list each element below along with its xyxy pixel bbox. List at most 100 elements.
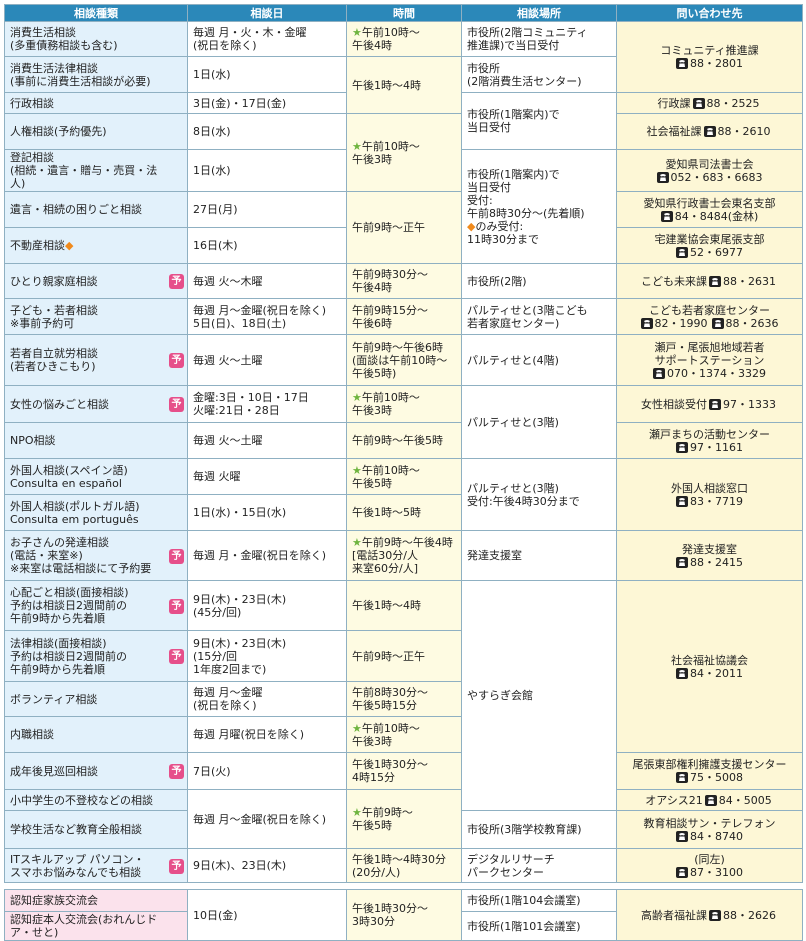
type-wrap: 内職相談 xyxy=(10,728,182,741)
contact-cell: 瀬戸・尾張旭地域若者 サポートステーション 070・1374・3329 xyxy=(616,334,803,386)
date: 1日(水)・15日(水) xyxy=(193,506,287,519)
star-mark: ★ xyxy=(352,463,362,477)
type-wrap: 行政相談 xyxy=(10,97,182,110)
consultation-type: 認知症本人交流会(おれんじドア・せと) xyxy=(10,913,158,939)
time: 午前9時～正午 xyxy=(352,649,425,663)
consultation-type: 法律相談(面接相談) 予約は相談日2週間前の 午前9時から先着順 xyxy=(10,636,127,676)
date: 1日(水) xyxy=(193,164,231,177)
place-cell: パルティせと(3階こども 若者家庭センター) xyxy=(461,298,617,335)
time: 午後1時～4時30分 (20分/人) xyxy=(352,852,446,879)
contact-cell: 宅建業協会東尾張支部 52・6977 xyxy=(616,227,803,264)
table-row: 消費生活相談 (多重債務相談も含む) 毎週 月・火・木・金曜 (祝日を除く) ★午前… xyxy=(4,21,803,93)
place-cell: 市役所(1階101会議室) xyxy=(461,911,617,941)
phone-icon xyxy=(653,367,665,379)
place: デジタルリサーチ パークセンター xyxy=(467,852,555,879)
table-row: 外国人相談(スペイン語) Consulta en español 毎週 火曜 ★午前… xyxy=(4,458,803,531)
phone: 88・2626 xyxy=(709,909,776,922)
type-cell: 行政相談 xyxy=(4,92,188,114)
date-cell: 毎週 火～土曜 xyxy=(187,422,347,459)
reservation-badge: 予 xyxy=(169,764,184,779)
phone-line: 84・8740 xyxy=(622,830,797,843)
table-row: 学校生活など教育全般相談 市役所(3階学校教育課) 教育相談サン・テレフォン 84・8… xyxy=(4,810,803,849)
table-row: ボランティア相談 毎週 月～金曜 (祝日を除く) 午前8時30分～ 午後5時15分 xyxy=(4,681,803,717)
date-cell: 1日(水) xyxy=(187,149,347,192)
date-cell: 毎週 月～金曜 (祝日を除く) xyxy=(187,681,347,717)
phone-number: 88・2415 xyxy=(690,555,743,569)
place: パルティせと(4階) xyxy=(467,353,559,367)
contact-name: 尾張東部権利擁護支援センター xyxy=(632,758,787,771)
contact-name: 女性相談受付 xyxy=(641,397,707,411)
place: 市役所(3階学校教育課) xyxy=(467,823,582,836)
type-cell: 遺言・相続の困りごと相談 xyxy=(4,191,188,228)
phone-line: 83・7719 xyxy=(622,495,797,508)
type-wrap: 不動産相談◆ xyxy=(10,239,182,252)
time: 午後1時30分～ 4時15分 xyxy=(352,758,428,784)
place-cell: 市役所(2階コミュニティ 推進課)で当日受付 xyxy=(461,21,617,57)
place: 市役所(1階案内)で 当日受付 受付: 午前8時30分～(先着順) xyxy=(467,167,585,220)
star-mark: ★ xyxy=(352,721,362,735)
phone-line: 75・5008 xyxy=(622,771,797,784)
phone-line: 84・2011 xyxy=(622,667,797,680)
consultation-type: NPO相談 xyxy=(10,434,56,447)
consultation-type: 内職相談 xyxy=(10,728,54,741)
header-row: 相談種類 相談日 時間 相談場所 問い合わせ先 xyxy=(4,4,803,22)
time: 午前9時～午後5時 xyxy=(352,434,443,447)
diamond-mark: ◆ xyxy=(65,239,74,252)
phone-line: 88・2801 xyxy=(622,57,797,70)
phone: 070・1374・3329 xyxy=(653,367,766,380)
type-cell: 子ども・若者相談 ※事前予約可 xyxy=(4,298,188,335)
place: 市役所(2階コミュニティ 推進課)で当日受付 xyxy=(467,26,588,52)
phone-line: 052・683・6683 xyxy=(622,171,797,184)
phone-icon xyxy=(676,772,688,783)
time-cell: ★午前10時～ 午後5時 xyxy=(346,458,462,495)
table-row: 法律相談(面接相談) 予約は相談日2週間前の 午前9時から先着順 予 9日(木)・2… xyxy=(4,630,803,682)
time-cell: 午後1時～4時 xyxy=(346,580,462,631)
type-wrap: 外国人相談(ポルトガル語) Consulta em português xyxy=(10,500,182,526)
phone: 52・6977 xyxy=(676,246,743,259)
contact-cell: オアシス21 84・5005 xyxy=(616,789,803,811)
consultation-type: お子さんの発達相談 (電話・来室※) ※来室は電話相談にて予約要 xyxy=(10,536,152,575)
consultation-type: 子ども・若者相談 ※事前予約可 xyxy=(10,303,98,330)
table-row: ITスキルアップ パソコン・ スマホお悩みなんでも相談 予 9日(木)、23日(木)… xyxy=(4,848,803,883)
table-row: 心配ごと相談(面接相談) 予約は相談日2週間前の 午前9時から先着順予 9日(木)… xyxy=(4,580,803,811)
consultation-type: 心配ごと相談(面接相談) 予約は相談日2週間前の 午前9時から先着順 xyxy=(10,586,129,625)
phone-number: 52・6977 xyxy=(690,245,743,259)
type-wrap: 小中学生の不登校などの相談 xyxy=(10,794,182,807)
place-cell: 市役所(2階) xyxy=(461,263,617,299)
phone: 88・2610 xyxy=(703,125,771,138)
consultation-type: 若者自立就労相談 (若者ひきこもり) xyxy=(10,347,98,373)
phone-icon xyxy=(676,441,688,453)
phone-number: 88・2801 xyxy=(690,57,743,70)
place-cell: 市役所(1階104会議室) xyxy=(461,889,617,912)
star-mark: ★ xyxy=(352,26,362,39)
star-mark: ★ xyxy=(352,806,362,819)
type-cell: お子さんの発達相談 (電話・来室※) ※来室は電話相談にて予約要 予 xyxy=(4,530,188,581)
phone: 88・2631 xyxy=(709,275,776,288)
reservation-badge: 予 xyxy=(169,274,184,289)
type-cell: 心配ごと相談(面接相談) 予約は相談日2週間前の 午前9時から先着順 予 xyxy=(4,580,188,631)
phone-number: 82・1990 xyxy=(654,316,708,330)
time: 午後1時～4時 xyxy=(352,78,421,92)
date: 27日(月) xyxy=(193,203,238,216)
place-cell: パルティせと(3階) xyxy=(461,385,617,459)
contact-name: 行政課 xyxy=(657,96,691,110)
time: 午前9時15分～ 午後6時 xyxy=(352,303,428,330)
date-cell: 27日(月) xyxy=(187,191,347,228)
time-cell: ★午前9時～ 午後5時 xyxy=(346,789,462,849)
phone: 82・1990 xyxy=(640,316,708,330)
date-cell: 毎週 月～金曜(祝日を除く) xyxy=(187,789,347,849)
phone: 84・2011 xyxy=(676,667,743,680)
table-row: ひとり親家庭相談 予毎週 火～木曜 午前9時30分～ 午後4時 市役所(2階) こども未… xyxy=(4,263,803,299)
time: 午前9時～午後4時 [電話30分/人 来室60分/人] xyxy=(352,536,453,575)
type-cell: 消費生活法律相談 (事前に消費生活相談が必要) xyxy=(4,56,188,93)
phone-icon xyxy=(676,495,688,507)
time-cell: 午前8時30分～ 午後5時15分 xyxy=(346,681,462,717)
type-wrap: 学校生活など教育全般相談 xyxy=(10,823,182,836)
contact-name: 瀬戸まちの活動センター xyxy=(649,427,770,441)
place-cell: 発達支援室 xyxy=(461,530,617,581)
date: 毎週 月曜(祝日を除く) xyxy=(193,728,305,741)
place-cell: パルティせと(3階) 受付:午後4時30分まで xyxy=(461,458,617,531)
header-cell: 問い合わせ先 xyxy=(616,4,803,22)
phone: 97・1333 xyxy=(709,398,776,411)
date-cell: 毎週 火曜 xyxy=(187,458,347,495)
